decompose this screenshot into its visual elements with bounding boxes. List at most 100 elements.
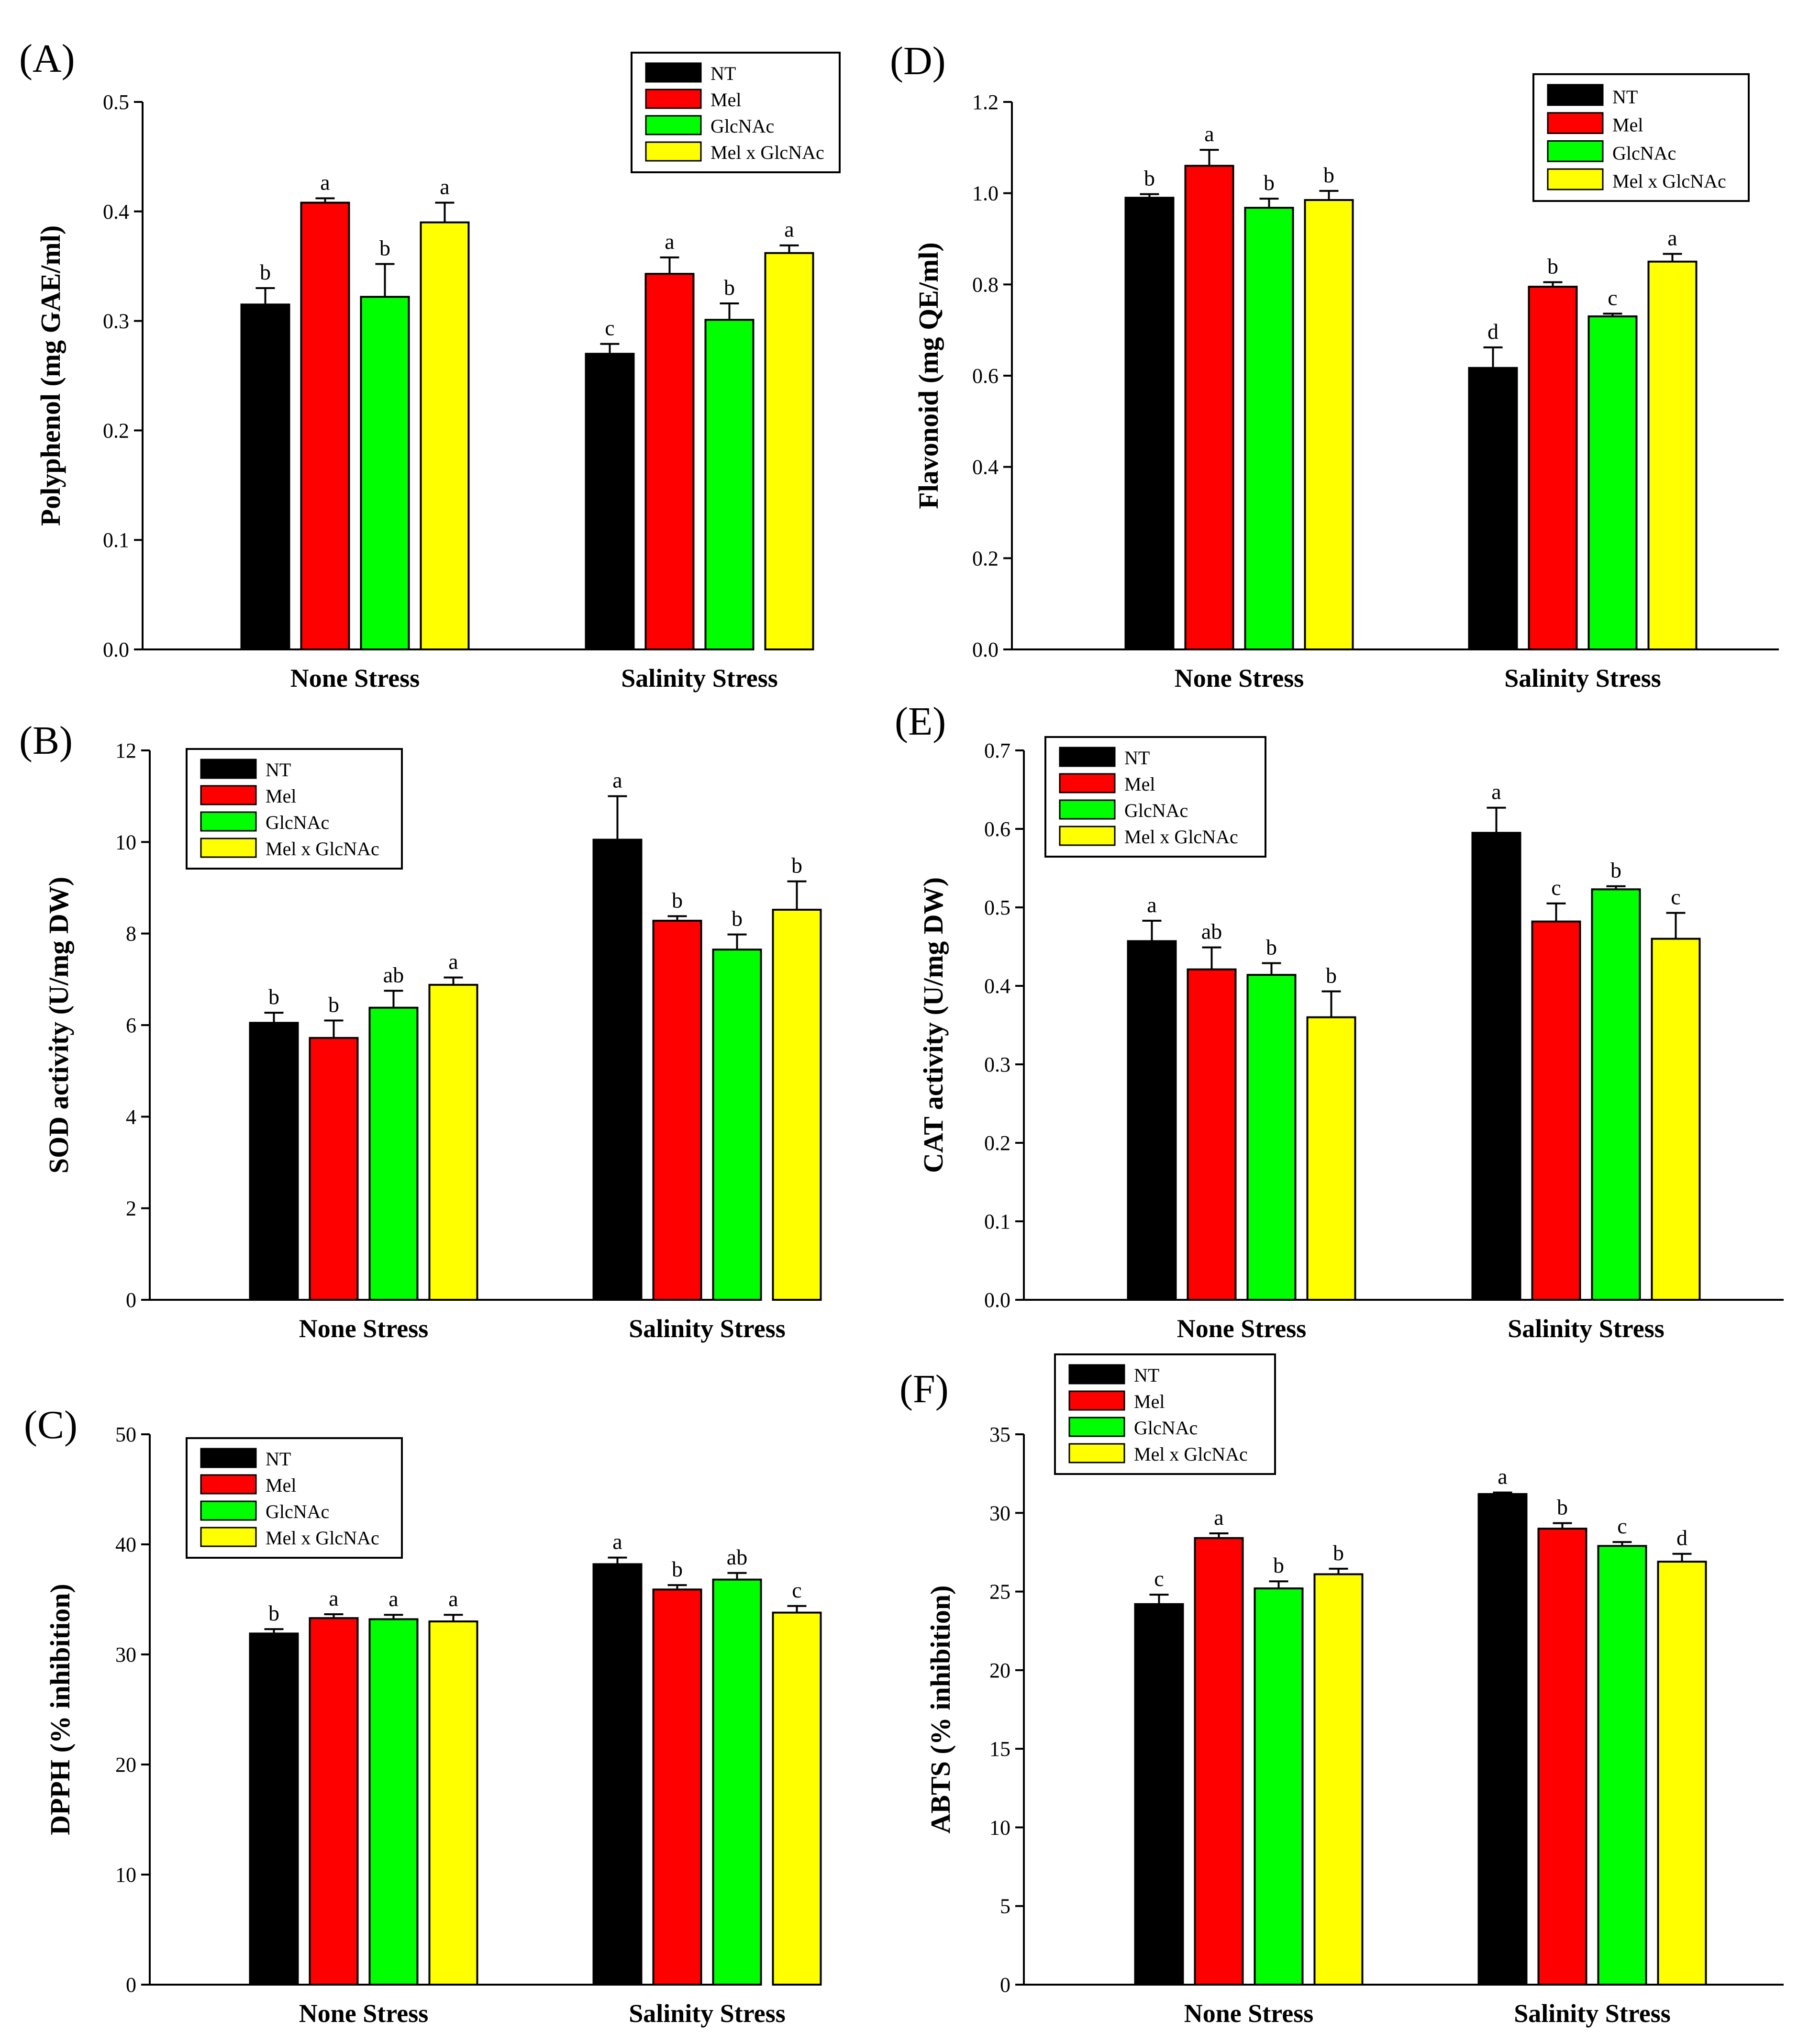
bar-mel-salinity xyxy=(652,1588,702,1986)
significance-letter: b xyxy=(268,984,279,1009)
bar-mel-x-glcnac-salinity xyxy=(772,908,822,1301)
y-tick-label: 0 xyxy=(126,1973,136,1997)
legend-entry: GlcNAc xyxy=(710,115,774,137)
y-tick-label: 1.2 xyxy=(972,90,999,114)
legend-swatch xyxy=(1059,799,1116,820)
y-tick-label: 0.3 xyxy=(103,310,129,333)
legend-entry: Mel xyxy=(1134,1391,1165,1412)
significance-letter: b xyxy=(732,906,743,931)
x-category-label: None Stress xyxy=(1177,1314,1307,1343)
significance-letter: b xyxy=(1323,163,1334,187)
significance-letter: c xyxy=(1154,1566,1164,1591)
bar-mel-x-glcnac-salinity xyxy=(772,1611,822,1986)
significance-letter: a xyxy=(448,1586,458,1611)
y-tick-label: 4 xyxy=(126,1105,136,1128)
bar-mel-salinity xyxy=(1528,286,1578,650)
chart-panel-3: (C) DPPH (% inhibition) 0 10 20 30 40 50 b a a a Non… xyxy=(24,1403,822,2028)
legend-swatch xyxy=(1547,112,1604,134)
legend-entry: Mel x GlcNAc xyxy=(1134,1443,1248,1465)
x-category-label: Salinity Stress xyxy=(1508,1314,1665,1343)
legend-swatch xyxy=(645,115,702,135)
legend-entry: GlcNAc xyxy=(266,812,329,833)
significance-letter: b xyxy=(328,992,339,1016)
significance-letter: a xyxy=(440,174,449,199)
y-tick-label: 0.3 xyxy=(984,1053,1010,1076)
x-category-label: Salinity Stress xyxy=(1514,1999,1671,2028)
bar-nt-none xyxy=(249,1022,299,1301)
bar-mel-none xyxy=(1194,1537,1244,1986)
bar-nt-none xyxy=(240,303,290,650)
legend-entry: GlcNAc xyxy=(1134,1417,1198,1439)
legend-swatch xyxy=(1547,168,1604,190)
bar-mel-x-glcnac-salinity xyxy=(1657,1561,1707,1986)
significance-letter: b xyxy=(1273,1553,1284,1577)
bar-glcnac-salinity xyxy=(1587,315,1638,650)
bar-mel-salinity xyxy=(652,919,702,1301)
y-tick-label: 0 xyxy=(126,1288,136,1312)
significance-letter: a xyxy=(320,170,330,194)
significance-letter: b xyxy=(672,888,683,912)
legend-swatch xyxy=(1547,84,1604,106)
y-tick-label: 0.8 xyxy=(972,273,999,296)
bar-glcnac-salinity xyxy=(704,319,755,650)
legend-entry: GlcNAc xyxy=(1124,800,1188,821)
bar-nt-salinity xyxy=(592,1563,643,1986)
bar-glcnac-salinity xyxy=(712,949,762,1301)
y-tick-label: 10 xyxy=(115,830,136,854)
legend-entry: Mel x GlcNAc xyxy=(1124,826,1238,848)
y-tick-label: 15 xyxy=(989,1737,1010,1761)
x-category-label: Salinity Stress xyxy=(629,1314,786,1343)
bar-mel-none xyxy=(1184,165,1234,650)
y-tick-label: 0.0 xyxy=(103,638,129,661)
significance-letter: d xyxy=(1487,319,1498,344)
legend-entry: NT xyxy=(1134,1364,1159,1386)
significance-letter: b xyxy=(724,275,735,300)
bar-glcnac-none xyxy=(360,296,410,650)
legend-swatch xyxy=(200,1474,257,1495)
significance-letter: a xyxy=(1667,225,1677,250)
y-tick-label: 0.4 xyxy=(984,974,1010,998)
chart-panel-4: (D) Flavonoid (mg QE/ml) 0.0 0.2 0.4 0.6 0.8 1.… xyxy=(890,39,1779,693)
bar-nt-none xyxy=(1124,197,1175,650)
legend-entry: NT xyxy=(710,63,736,84)
y-tick-label: 35 xyxy=(989,1423,1010,1446)
y-tick-label: 20 xyxy=(989,1659,1010,1682)
legend-swatch xyxy=(200,811,257,832)
significance-letter: c xyxy=(605,316,614,340)
bar-mel-x-glcnac-salinity xyxy=(764,252,814,650)
x-category-label: Salinity Stress xyxy=(1504,664,1661,693)
legend-swatch xyxy=(200,838,257,858)
y-tick-label: 0.2 xyxy=(103,419,129,442)
y-tick-label: 0.7 xyxy=(984,739,1010,762)
bar-mel-x-glcnac-none xyxy=(1306,1016,1356,1301)
legend-swatch xyxy=(1068,1443,1125,1463)
significance-letter: ab xyxy=(1201,919,1222,944)
legend-swatch xyxy=(1059,773,1116,793)
legend-entry: Mel xyxy=(266,1474,296,1496)
significance-letter: b xyxy=(1547,254,1558,279)
y-tick-label: 0.5 xyxy=(984,896,1010,919)
panel-label: (D) xyxy=(890,39,946,83)
y-tick-label: 2 xyxy=(126,1197,136,1220)
bar-nt-none xyxy=(1127,940,1177,1301)
bar-glcnac-none xyxy=(1246,974,1297,1301)
legend-entry: NT xyxy=(266,1448,291,1470)
y-tick-label: 0.4 xyxy=(972,456,999,479)
legend-entry: Mel xyxy=(1612,114,1643,136)
significance-letter: a xyxy=(665,229,674,254)
bar-glcnac-none xyxy=(368,1006,419,1301)
y-axis-title: Flavonoid (mg QE/ml) xyxy=(913,242,944,509)
bar-mel-x-glcnac-salinity xyxy=(1651,938,1701,1301)
x-category-label: None Stress xyxy=(1175,664,1304,693)
x-category-label: None Stress xyxy=(1184,1999,1314,2028)
bar-mel-x-glcnac-none xyxy=(428,1620,478,1986)
y-tick-label: 30 xyxy=(989,1501,1010,1525)
legend-entry: Mel x GlcNAc xyxy=(266,1527,379,1549)
bar-nt-salinity xyxy=(1471,832,1521,1301)
panel-label: (B) xyxy=(19,718,73,763)
significance-letter: ab xyxy=(727,1545,747,1569)
bar-mel-x-glcnac-none xyxy=(1304,199,1354,650)
significance-letter: a xyxy=(612,768,622,793)
significance-letter: ab xyxy=(383,962,404,987)
y-tick-label: 0.0 xyxy=(984,1288,1010,1312)
